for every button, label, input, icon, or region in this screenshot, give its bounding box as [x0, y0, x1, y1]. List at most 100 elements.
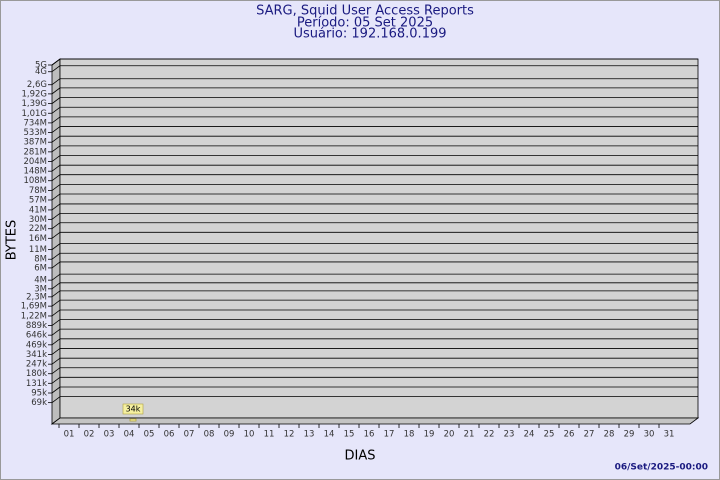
y-tick-label: 646k — [26, 331, 47, 341]
x-tick-label: 12 — [284, 430, 295, 440]
value-label: 34k — [126, 405, 141, 414]
y-tick-label: 1,39G — [21, 99, 47, 109]
y-tick-label: 131k — [26, 379, 47, 389]
grid-line — [51, 145, 61, 153]
grid-line — [51, 78, 61, 86]
grid-line — [51, 203, 61, 211]
grid-line — [51, 282, 61, 290]
grid-line — [51, 65, 61, 73]
grid-line — [51, 87, 61, 95]
grid-line — [51, 116, 61, 124]
grid-line — [51, 193, 61, 201]
side-wall — [51, 58, 61, 425]
grid-line — [51, 155, 61, 162]
y-tick-label: 1,92G — [21, 89, 47, 99]
y-tick-label: 16M — [29, 234, 47, 244]
x-tick-label: 29 — [624, 430, 635, 440]
y-tick-label: 8M — [34, 255, 47, 265]
grid-line — [51, 213, 61, 220]
grid-line — [51, 338, 61, 346]
grid-line — [51, 261, 61, 269]
y-tick-label: 341k — [26, 350, 47, 360]
x-tick-label: 16 — [364, 430, 375, 440]
x-tick-label: 13 — [304, 430, 315, 440]
y-tick-label: 3M — [34, 284, 47, 294]
floor — [50, 417, 700, 425]
x-tick-label: 30 — [644, 430, 655, 440]
chart-subtitle: Usuário: 192.168.0.199 — [293, 27, 446, 42]
grid-line — [51, 252, 61, 260]
grid-line — [51, 348, 61, 355]
x-tick-label: 04 — [124, 430, 135, 440]
y-tick-label: 6M — [34, 263, 47, 273]
y-tick-label: 1,01G — [21, 109, 47, 119]
chart-subtitle: Período: 05 Set 2025 — [297, 16, 433, 31]
chart-title: SARG, Squid User Access Reports — [256, 4, 474, 19]
grid-line — [51, 184, 61, 191]
x-tick-label: 17 — [384, 430, 395, 440]
y-tick-label: 30M — [29, 215, 47, 225]
grid-line — [51, 357, 61, 365]
x-tick-label: 07 — [184, 430, 195, 440]
y-tick-label: 95k — [31, 388, 47, 398]
x-tick-label: 25 — [544, 430, 555, 440]
x-tick-label: 05 — [144, 430, 155, 440]
grid-line — [51, 309, 61, 317]
y-tick-label: 533M — [23, 128, 47, 138]
x-tick-label: 02 — [84, 430, 95, 440]
y-tick-label: 889k — [26, 321, 47, 331]
grid-line — [51, 386, 61, 394]
x-tick-label: 23 — [504, 430, 515, 440]
x-tick-label: 09 — [224, 430, 235, 440]
grid-line — [51, 367, 61, 375]
grid-line — [51, 243, 61, 250]
grid-line — [51, 232, 61, 239]
y-tick-label: 1,22M — [21, 311, 47, 321]
y-tick-label: 2,3M — [26, 292, 47, 302]
grid-line — [51, 328, 61, 336]
grid-line — [51, 126, 61, 133]
y-tick-label: 247k — [26, 360, 47, 370]
back-wall — [59, 58, 699, 419]
y-tick-label: 57M — [29, 195, 47, 205]
x-tick-label: 18 — [404, 430, 415, 440]
grid-line — [51, 58, 61, 66]
y-tick-label: 148M — [23, 167, 47, 177]
grid-line — [51, 135, 61, 143]
grid-line — [51, 222, 61, 230]
grid-line — [51, 319, 61, 326]
x-tick-label: 03 — [104, 430, 115, 440]
x-tick-label: 19 — [424, 430, 435, 440]
grid-line — [51, 273, 61, 281]
y-axis-label: BYTES — [5, 220, 20, 261]
footer: 06/Set/2025-00:00 — [615, 463, 708, 473]
grid-line — [51, 299, 61, 307]
x-tick-label: 26 — [564, 430, 575, 440]
grid-line — [51, 290, 61, 298]
y-tick-label: 4M — [34, 276, 47, 286]
y-tick-label: 4G — [35, 67, 47, 77]
y-tick-label: 180k — [26, 369, 47, 379]
grid-line — [51, 376, 61, 384]
y-tick-label: 11M — [29, 245, 47, 255]
y-tick-label: 22M — [29, 224, 47, 234]
x-tick-label: 10 — [244, 430, 255, 440]
x-tick-label: 11 — [264, 430, 275, 440]
grid-line — [51, 97, 61, 104]
x-axis-label: DIAS — [345, 449, 376, 464]
y-tick-label: 1,69M — [21, 302, 47, 312]
y-tick-label: 69k — [31, 398, 47, 408]
x-tick-label: 06 — [164, 430, 175, 440]
x-tick-label: 24 — [524, 430, 535, 440]
y-tick-label: 204M — [23, 157, 47, 167]
y-tick-label: 2,6G — [27, 80, 47, 90]
value-label-box — [122, 403, 144, 415]
grid-line — [51, 174, 61, 182]
x-tick-label: 15 — [344, 430, 355, 440]
x-tick-label: 27 — [584, 430, 595, 440]
grid-line — [51, 396, 61, 403]
grid-line — [51, 164, 61, 172]
y-tick-label: 387M — [23, 138, 47, 148]
y-tick-label: 281M — [23, 147, 47, 157]
